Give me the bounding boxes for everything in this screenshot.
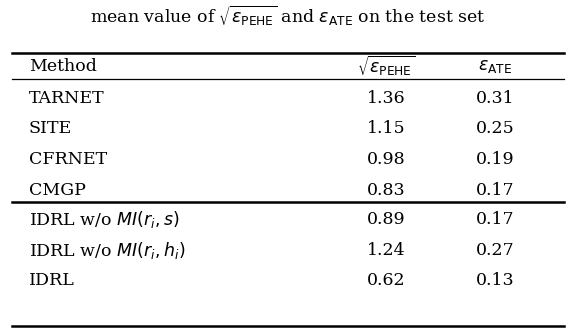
Text: mean value of $\sqrt{\epsilon_{\mathrm{PEHE}}}$ and $\epsilon_{\mathrm{ATE}}$ on: mean value of $\sqrt{\epsilon_{\mathrm{P… bbox=[90, 4, 486, 28]
Text: 0.27: 0.27 bbox=[476, 242, 515, 259]
Text: 0.13: 0.13 bbox=[476, 272, 515, 290]
Text: 1.36: 1.36 bbox=[366, 90, 406, 107]
Text: Method: Method bbox=[29, 58, 97, 75]
Text: CMGP: CMGP bbox=[29, 182, 86, 199]
Text: 1.15: 1.15 bbox=[366, 121, 406, 137]
Text: 0.89: 0.89 bbox=[366, 211, 406, 228]
Text: 0.17: 0.17 bbox=[476, 211, 515, 228]
Text: SITE: SITE bbox=[29, 121, 72, 137]
Text: 0.62: 0.62 bbox=[366, 272, 406, 290]
Text: 0.25: 0.25 bbox=[476, 121, 515, 137]
Text: CFRNET: CFRNET bbox=[29, 151, 107, 168]
Text: 0.31: 0.31 bbox=[476, 90, 515, 107]
Text: 0.98: 0.98 bbox=[366, 151, 406, 168]
Text: IDRL w/o $MI(r_i, h_i)$: IDRL w/o $MI(r_i, h_i)$ bbox=[29, 240, 185, 261]
Text: $\sqrt{\epsilon_{\mathrm{PEHE}}}$: $\sqrt{\epsilon_{\mathrm{PEHE}}}$ bbox=[357, 54, 415, 78]
Text: IDRL w/o $MI(r_i, s)$: IDRL w/o $MI(r_i, s)$ bbox=[29, 209, 180, 230]
Text: $\epsilon_{\mathrm{ATE}}$: $\epsilon_{\mathrm{ATE}}$ bbox=[478, 58, 513, 75]
Text: IDRL: IDRL bbox=[29, 272, 74, 290]
Text: TARNET: TARNET bbox=[29, 90, 104, 107]
Text: 1.24: 1.24 bbox=[366, 242, 406, 259]
Text: 0.83: 0.83 bbox=[366, 182, 406, 199]
Text: 0.19: 0.19 bbox=[476, 151, 515, 168]
Text: 0.17: 0.17 bbox=[476, 182, 515, 199]
